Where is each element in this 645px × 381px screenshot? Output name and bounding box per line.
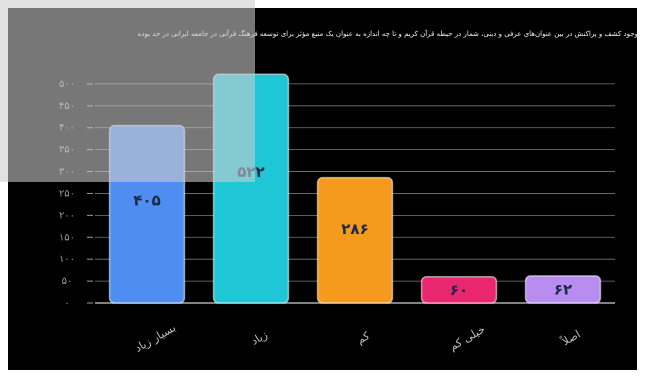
y-tick-label: ۱۰۰ (59, 254, 75, 265)
bar-value-label: ۶۲ (554, 280, 572, 298)
bar (524, 275, 602, 304)
x-axis-category-labels: بسیار زیاد زیاد کم خیلی کم اصلاً (133, 321, 583, 355)
y-tick-label: ۲۰۰ (59, 210, 75, 221)
bar-value-label: ۴۰۵ (133, 191, 160, 209)
bar (316, 176, 394, 304)
bar-value-label: ۲۸۶ (341, 220, 368, 238)
category-label: خیلی کم (447, 323, 487, 354)
chart-title: وجود کشف و پراکنش در بین عنوان‌های عرفی … (137, 30, 638, 38)
category-label: بسیار زیاد (133, 321, 178, 355)
bar (420, 275, 498, 304)
y-tick-label: ۲۵۰ (59, 188, 75, 199)
y-tick-label: ۱۵۰ (59, 232, 75, 243)
category-label: اصلاً (558, 326, 583, 349)
bar-value-label: ۶۰ (450, 281, 468, 299)
y-tick-label: ۵۰ (62, 276, 73, 287)
y-tick-label: ۰ (64, 298, 69, 309)
watermark-overlay (0, 0, 255, 182)
category-label: زیاد (249, 328, 270, 348)
category-label: کم (355, 329, 373, 347)
